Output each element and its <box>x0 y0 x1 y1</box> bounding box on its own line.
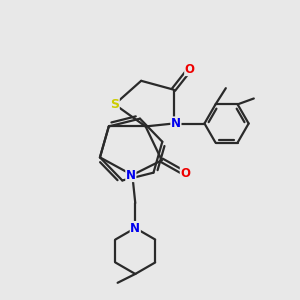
Text: O: O <box>185 62 195 76</box>
Text: S: S <box>110 98 119 111</box>
Text: N: N <box>130 221 140 235</box>
Text: N: N <box>126 169 136 182</box>
Text: N: N <box>171 117 181 130</box>
Text: O: O <box>180 167 190 180</box>
